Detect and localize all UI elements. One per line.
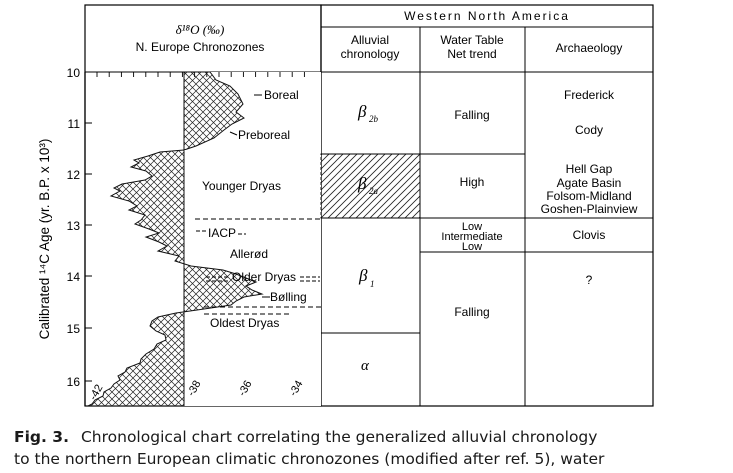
svg-text:β: β <box>357 174 367 193</box>
alluvial-alpha: α <box>361 358 370 374</box>
y-tick-label-12: 12 <box>67 168 81 182</box>
water-intermediate: Intermediate <box>441 231 502 243</box>
isotope-curve <box>87 149 264 406</box>
alluvial-b1: β 1 <box>358 266 375 289</box>
water-falling-1: Falling <box>454 108 489 122</box>
y-tick-label-11: 11 <box>68 117 81 131</box>
alluvial-header-line1: Alluvial <box>351 33 389 47</box>
svg-text:2b: 2b <box>369 114 379 124</box>
leader-lines <box>196 94 320 315</box>
arch-folsom-midland: Folsom-Midland <box>546 189 631 203</box>
svg-text:2a: 2a <box>369 186 379 196</box>
y-tick-label-16: 16 <box>67 375 81 389</box>
younger-dryas-band <box>184 150 321 222</box>
y-axis <box>84 71 92 406</box>
holocene-hatch <box>183 72 245 151</box>
chronozone-younger-dryas: Younger Dryas <box>202 179 281 193</box>
y-axis-title: Calibrated ¹⁴C Age (yr. B.P. x 10³) <box>37 139 52 340</box>
water-falling-2: Falling <box>454 305 489 319</box>
water-high: High <box>460 175 485 189</box>
arch-agate-basin: Agate Basin <box>557 176 622 190</box>
top-ruler-ticks <box>96 72 305 77</box>
chronology-figure: Western North America δ¹⁸O (‰) N. Europe… <box>37 4 654 407</box>
chronozone-preboreal: Preboreal <box>238 128 290 142</box>
svg-text:1: 1 <box>370 279 375 289</box>
caption-text-2: to the northern European climatic chrono… <box>14 450 605 468</box>
region-title: Western North America <box>404 9 570 23</box>
figure-caption-line2: to the northern European climatic chrono… <box>14 450 604 468</box>
svg-text:β: β <box>358 266 368 285</box>
svg-text:β: β <box>357 102 367 121</box>
chronozone-header: N. Europe Chronozones <box>136 40 265 54</box>
alluvial-b2b: β 2b <box>357 102 379 124</box>
arch-clovis: Clovis <box>573 228 606 242</box>
water-low-2: Low <box>462 241 482 253</box>
chronozone-oldest-dryas: Oldest Dryas <box>210 316 279 330</box>
delta-o18-label: δ¹⁸O (‰) <box>176 22 225 37</box>
y-tick-label-15: 15 <box>67 322 81 336</box>
water-header-line1: Water Table <box>440 33 504 47</box>
water-low-1: Low <box>462 221 482 233</box>
chronozone-iacp: IACP <box>208 226 236 240</box>
arch-cody: Cody <box>575 123 603 137</box>
figure-label: Fig. 3. <box>14 428 69 446</box>
arch-frederick: Frederick <box>564 88 615 102</box>
chronozone-allerod: Allerød <box>230 247 268 261</box>
y-tick-label-14: 14 <box>67 270 81 284</box>
alluvial-header-line2: chronology <box>341 47 400 61</box>
arch-hell-gap: Hell Gap <box>566 162 613 176</box>
alluvial-b2a: β 2a <box>357 174 379 196</box>
archaeology-header: Archaeology <box>556 41 623 55</box>
chronozone-older-dryas: Older Dryas <box>232 270 296 284</box>
caption-text-1: Chronological chart correlating the gene… <box>80 428 598 446</box>
arch-goshen-plainview: Goshen-Plainview <box>541 202 638 216</box>
chronozone-boreal: Boreal <box>264 88 299 102</box>
figure-caption-line1: Fig. 3. Chronological chart correlating t… <box>14 428 597 446</box>
water-header-line2: Net trend <box>447 47 496 61</box>
y-tick-label-13: 13 <box>67 219 81 233</box>
chronozone-bolling: Bølling <box>270 290 307 304</box>
y-tick-label-10: 10 <box>67 66 81 80</box>
arch-unknown: ? <box>586 273 593 287</box>
